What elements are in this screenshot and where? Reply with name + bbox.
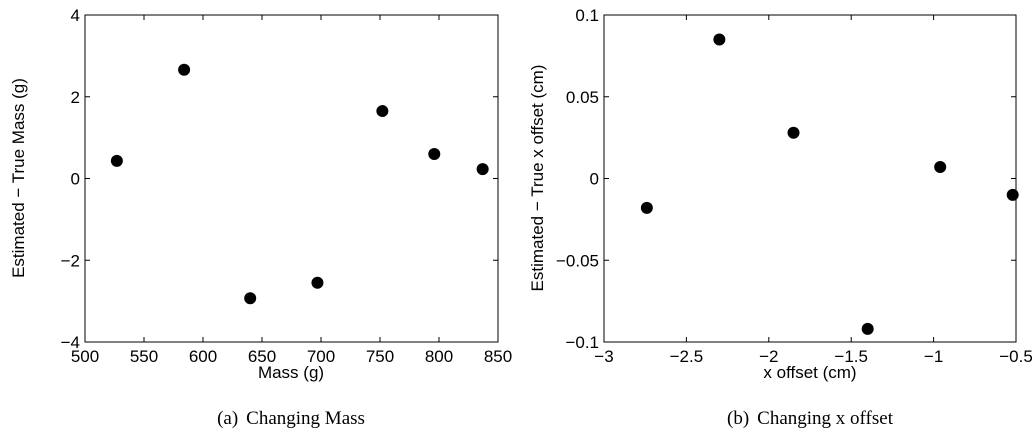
x-tick-label: 850 bbox=[484, 347, 512, 366]
data-point bbox=[110, 154, 123, 167]
y-tick-label: −4 bbox=[61, 333, 80, 352]
x-tick-label: 800 bbox=[425, 347, 453, 366]
caption-a: (a) Changing Mass bbox=[217, 408, 365, 429]
points-a bbox=[110, 63, 489, 305]
caption-a-prefix: (a) bbox=[217, 408, 238, 429]
y-tick-label: 2 bbox=[71, 88, 80, 107]
y-axis-label-b: Estimated − True x offset (cm) bbox=[528, 65, 547, 292]
y-tick-label: 0.05 bbox=[566, 88, 599, 107]
plot-frame-a bbox=[84, 14, 499, 343]
y-axis-label-a: Estimated − True Mass (g) bbox=[9, 78, 28, 278]
ticks-b: −3 −2.5 −2 −1.5 −1 −0.5 −0.1 −0.05 0 0.05 0.1 bbox=[556, 6, 1033, 366]
data-point bbox=[244, 292, 257, 305]
y-tick-label: 4 bbox=[71, 6, 80, 25]
x-tick-label: −1.5 bbox=[834, 347, 868, 366]
x-tick-label: −0.5 bbox=[999, 347, 1033, 366]
x-tick-label: 750 bbox=[366, 347, 394, 366]
data-point bbox=[1006, 188, 1019, 201]
y-tick-label: 0 bbox=[590, 170, 599, 189]
y-tick-label: −0.1 bbox=[565, 333, 599, 352]
data-point bbox=[311, 276, 324, 289]
data-point bbox=[376, 105, 389, 118]
x-tick-label: 600 bbox=[189, 347, 217, 366]
data-point bbox=[787, 126, 800, 139]
x-tick-label: 650 bbox=[248, 347, 276, 366]
caption-b: (b) Changing x offset bbox=[727, 408, 894, 429]
y-tick-label: −0.05 bbox=[556, 251, 599, 270]
x-tick-label: −2 bbox=[759, 347, 778, 366]
x-tick-label: −2.5 bbox=[670, 347, 704, 366]
x-axis-label-a: Mass (g) bbox=[258, 363, 324, 382]
data-point bbox=[640, 201, 653, 214]
caption-a-text: Changing Mass bbox=[246, 408, 365, 429]
ticks-a: 500 550 600 650 700 750 800 850 −4 −2 0 2 4 bbox=[61, 6, 513, 366]
data-point bbox=[476, 163, 489, 176]
panel-a: 500 550 600 650 700 750 800 850 −4 −2 0 2 4 Mass (g)… bbox=[9, 6, 512, 429]
data-point bbox=[428, 147, 441, 160]
x-axis-label-b: x offset (cm) bbox=[763, 363, 856, 382]
caption-b-prefix: (b) bbox=[727, 408, 749, 429]
x-tick-label: 550 bbox=[130, 347, 158, 366]
data-point bbox=[934, 161, 947, 174]
plot-frame-b bbox=[603, 14, 1017, 343]
caption-b-text: Changing x offset bbox=[757, 408, 894, 429]
points-b bbox=[640, 33, 1019, 335]
y-tick-label: 0 bbox=[71, 170, 80, 189]
data-point bbox=[178, 63, 191, 76]
data-point bbox=[713, 33, 726, 46]
x-tick-label: −3 bbox=[594, 347, 613, 366]
x-tick-label: −1 bbox=[924, 347, 943, 366]
y-tick-label: 0.1 bbox=[575, 6, 599, 25]
x-tick-label: 500 bbox=[71, 347, 99, 366]
data-point bbox=[861, 322, 874, 335]
x-tick-label: 700 bbox=[307, 347, 335, 366]
panel-b: −3 −2.5 −2 −1.5 −1 −0.5 −0.1 −0.05 0 0.05 0.1 x of… bbox=[528, 6, 1033, 429]
y-tick-label: −2 bbox=[61, 251, 80, 270]
